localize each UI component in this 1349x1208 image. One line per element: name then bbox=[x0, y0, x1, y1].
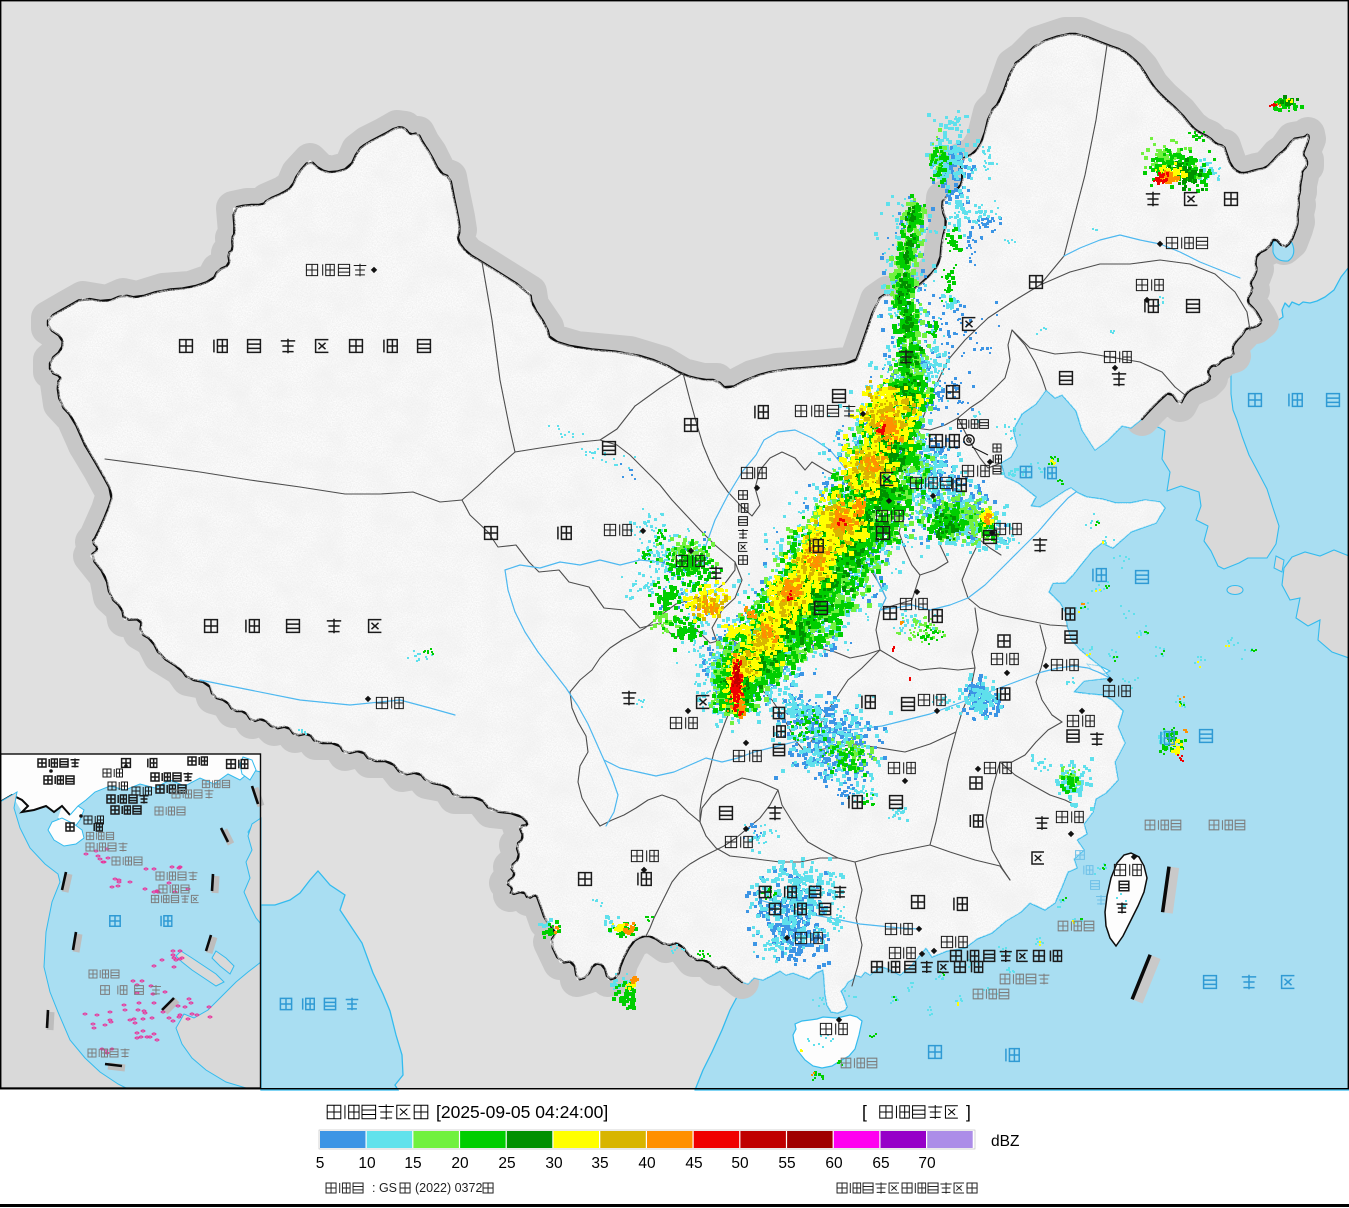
svg-text:[: [ bbox=[862, 1102, 867, 1122]
svg-text:10: 10 bbox=[358, 1155, 376, 1172]
svg-text:15: 15 bbox=[404, 1155, 421, 1172]
svg-text:[2025-09-05 04:24:00]: [2025-09-05 04:24:00] bbox=[436, 1102, 608, 1122]
svg-text:40: 40 bbox=[638, 1155, 656, 1172]
svg-text:50: 50 bbox=[731, 1155, 749, 1172]
svg-text:25: 25 bbox=[498, 1155, 515, 1172]
svg-text:: GS: : GS bbox=[372, 1181, 397, 1195]
svg-text:60: 60 bbox=[825, 1155, 843, 1172]
svg-text:30: 30 bbox=[545, 1155, 563, 1172]
svg-text:35: 35 bbox=[591, 1155, 608, 1172]
svg-text:65: 65 bbox=[872, 1155, 889, 1172]
svg-text:]: ] bbox=[966, 1102, 971, 1122]
svg-text:5: 5 bbox=[316, 1155, 325, 1172]
svg-text:55: 55 bbox=[778, 1155, 795, 1172]
svg-text:45: 45 bbox=[685, 1155, 702, 1172]
svg-text:20: 20 bbox=[451, 1155, 469, 1172]
svg-text:dBZ: dBZ bbox=[991, 1133, 1019, 1150]
svg-text:70: 70 bbox=[918, 1155, 936, 1172]
svg-text:(2022) 0372: (2022) 0372 bbox=[415, 1181, 482, 1195]
